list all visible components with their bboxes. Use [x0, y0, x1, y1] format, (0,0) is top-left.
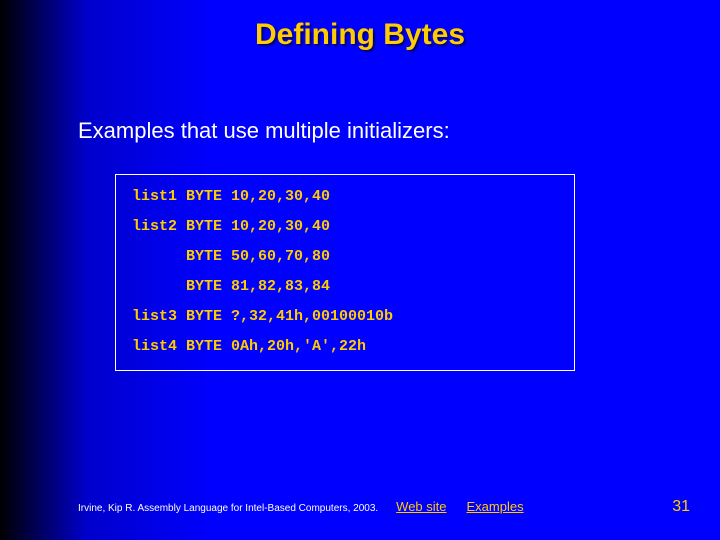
footer: Irvine, Kip R. Assembly Language for Int… [78, 499, 690, 514]
citation-text: Irvine, Kip R. Assembly Language for Int… [78, 503, 378, 514]
code-box: list1 BYTE 10,20,30,40 list2 BYTE 10,20,… [115, 174, 575, 371]
code-line: list1 BYTE 10,20,30,40 [132, 189, 558, 204]
page-number: 31 [672, 498, 690, 516]
slide-title: Defining Bytes [0, 18, 720, 52]
link-website[interactable]: Web site [396, 499, 446, 514]
code-line: list3 BYTE ?,32,41h,00100010b [132, 309, 558, 324]
footer-links: Web site Examples [396, 499, 523, 514]
code-line: list4 BYTE 0Ah,20h,'A',22h [132, 339, 558, 354]
code-line: BYTE 50,60,70,80 [132, 249, 558, 264]
slide-subtitle: Examples that use multiple initializers: [78, 118, 450, 144]
slide: Defining Bytes Examples that use multipl… [0, 0, 720, 540]
link-examples[interactable]: Examples [467, 499, 524, 514]
code-line: BYTE 81,82,83,84 [132, 279, 558, 294]
code-line: list2 BYTE 10,20,30,40 [132, 219, 558, 234]
